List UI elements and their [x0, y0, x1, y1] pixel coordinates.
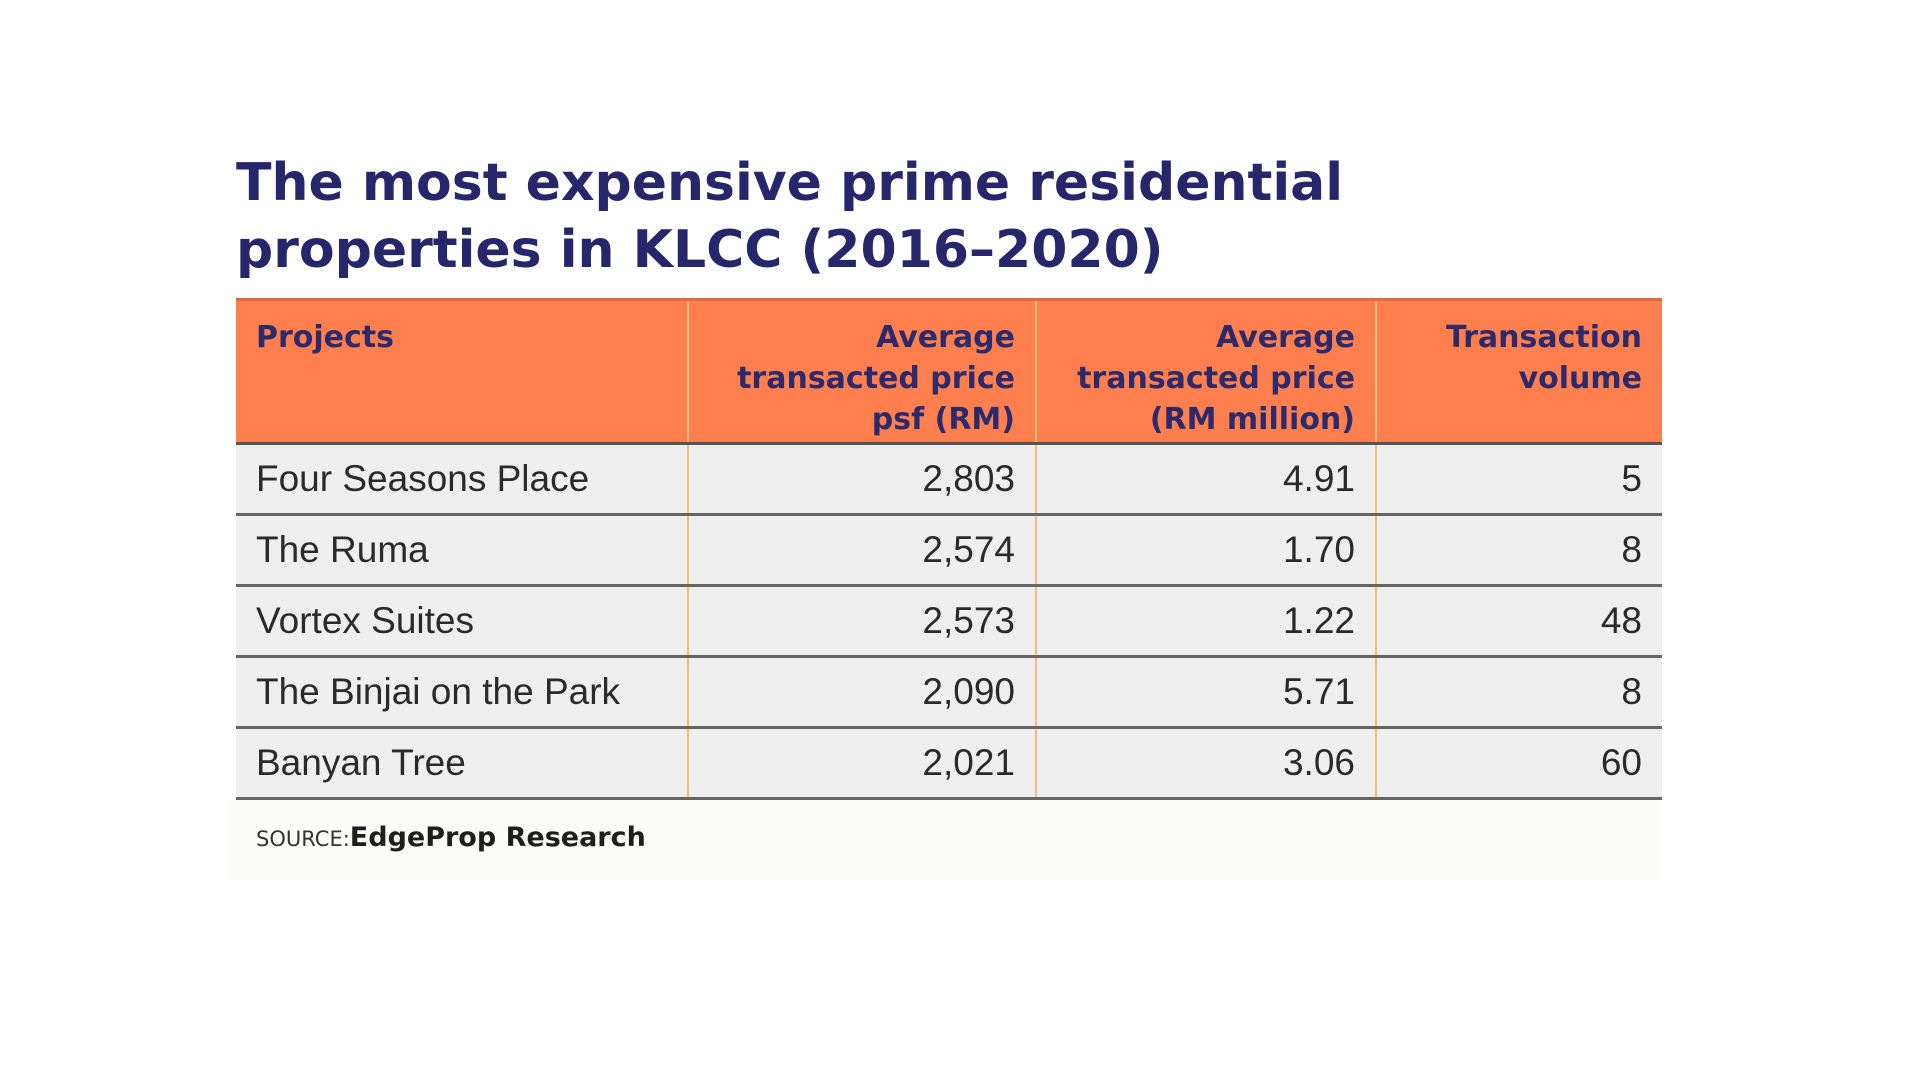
cell-project: Banyan Tree — [256, 742, 466, 783]
cell-project: Vortex Suites — [256, 600, 475, 641]
source-name: EdgeProp Research — [349, 822, 646, 853]
column-header-line: psf (RM) — [871, 402, 1015, 437]
cell-price-million: 5.71 — [1035, 656, 1376, 728]
table-figure: The most expensive prime residential pro… — [228, 150, 1664, 880]
table-row: Four Seasons Place 2,803 4.91 5 — [236, 443, 1662, 515]
source-note: SOURCE:EdgeProp Research — [228, 800, 1662, 880]
cell-volume: 5 — [1375, 443, 1662, 515]
header-row: Projects Average transacted price psf (RM)… — [236, 299, 1662, 444]
column-header-line: transacted price — [1077, 361, 1355, 396]
cell-project: Four Seasons Place — [256, 458, 590, 499]
chart-title-line-1: The most expensive prime residential — [236, 153, 1344, 213]
column-header-line: (RM million) — [1149, 402, 1355, 437]
column-header-line: transacted price — [737, 361, 1015, 396]
column-header-price-million: Average transacted price (RM million) — [1035, 299, 1376, 444]
column-header-line: Average — [876, 320, 1015, 355]
cell-price-million: 4.91 — [1035, 443, 1376, 515]
cell-price-million: 1.70 — [1035, 514, 1376, 586]
column-header-projects: Projects — [236, 300, 688, 444]
chart-title: The most expensive prime residential pro… — [236, 150, 1664, 284]
table-header: Projects Average transacted price psf (RM)… — [236, 299, 1662, 444]
table-row: The Binjai on the Park 2,090 5.71 8 — [236, 656, 1662, 728]
column-header-line: volume — [1518, 361, 1642, 396]
table-row: Banyan Tree 2,021 3.06 60 — [236, 727, 1662, 799]
cell-psf: 2,574 — [687, 514, 1036, 586]
cell-price-million: 1.22 — [1035, 585, 1376, 657]
cell-volume: 8 — [1375, 514, 1662, 586]
column-header-volume: Transaction volume — [1375, 299, 1662, 444]
cell-volume: 8 — [1375, 656, 1662, 728]
table-row: Vortex Suites 2,573 1.22 48 — [236, 585, 1662, 657]
chart-title-line-2: properties in KLCC (2016–2020) — [236, 220, 1164, 280]
cell-project: The Binjai on the Park — [256, 671, 621, 712]
column-header-psf: Average transacted price psf (RM) — [687, 299, 1036, 444]
column-header-line: Projects — [256, 320, 395, 355]
cell-price-million: 3.06 — [1035, 727, 1376, 799]
column-header-line: Transaction — [1445, 320, 1642, 355]
column-header-line: Average — [1216, 320, 1355, 355]
cell-psf: 2,573 — [687, 585, 1036, 657]
cell-project: The Ruma — [256, 529, 429, 570]
table-row: The Ruma 2,574 1.70 8 — [236, 514, 1662, 586]
data-table: Projects Average transacted price psf (RM)… — [236, 298, 1662, 800]
cell-psf: 2,090 — [687, 656, 1036, 728]
table-body: Four Seasons Place 2,803 4.91 5 The Ruma 2,57… — [236, 443, 1662, 799]
source-label: SOURCE: — [256, 827, 350, 851]
cell-psf: 2,803 — [687, 443, 1036, 515]
cell-volume: 60 — [1375, 727, 1662, 799]
cell-psf: 2,021 — [687, 727, 1036, 799]
cell-volume: 48 — [1375, 585, 1662, 657]
